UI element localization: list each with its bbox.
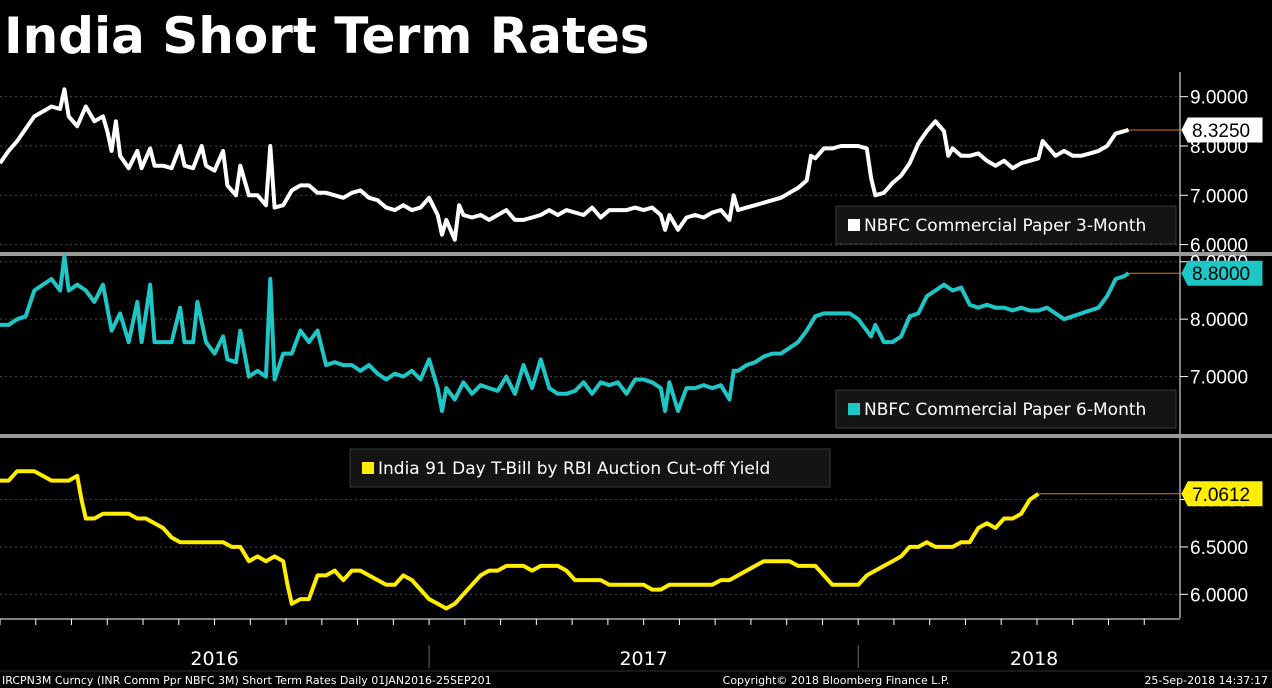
series-line xyxy=(0,469,1040,611)
legend-swatch xyxy=(848,219,860,231)
legend-swatch xyxy=(848,403,860,415)
legend-label: NBFC Commercial Paper 3-Month xyxy=(864,216,1146,236)
legend-label: NBFC Commercial Paper 6-Month xyxy=(864,400,1146,420)
last-value-badge xyxy=(1181,117,1263,143)
series-line xyxy=(0,87,1130,242)
panel-separator xyxy=(0,252,1272,256)
y-tick-label: 9.0000 xyxy=(1190,88,1248,109)
legend-box xyxy=(835,205,1177,245)
last-value-badge xyxy=(1181,260,1263,286)
legend-label: India 91 Day T-Bill by RBI Auction Cut-o… xyxy=(378,459,770,479)
legend-box xyxy=(349,448,831,488)
panel-separator xyxy=(0,434,1272,438)
x-year-label: 2017 xyxy=(619,648,667,670)
y-tick-label: 6.5000 xyxy=(1190,538,1248,559)
x-year-label: 2018 xyxy=(1010,648,1058,670)
legend-box xyxy=(835,389,1177,429)
y-tick-label: 7.0000 xyxy=(1190,368,1248,389)
last-value-label: 8.8000 xyxy=(1192,264,1250,285)
y-tick-label: 6.0000 xyxy=(1190,585,1248,606)
legend-swatch xyxy=(362,462,374,474)
y-tick-label: 8.0000 xyxy=(1190,310,1248,331)
y-tick-label: 6.0000 xyxy=(1190,236,1248,257)
y-tick-label: 7.0000 xyxy=(1190,186,1248,207)
footer-left: IRCPN3M Curncy (INR Comm Ppr NBFC 3M) Sh… xyxy=(2,674,492,687)
chart-title: India Short Term Rates xyxy=(4,7,650,65)
last-value-label: 7.0612 xyxy=(1192,485,1250,506)
series-line xyxy=(0,254,1130,413)
footer-center: Copyright© 2018 Bloomberg Finance L.P. xyxy=(723,674,950,687)
footer-right: 25-Sep-2018 14:37:17 xyxy=(1144,674,1268,687)
x-year-label: 2016 xyxy=(190,648,238,670)
last-value-label: 8.3250 xyxy=(1192,121,1250,142)
last-value-badge xyxy=(1181,481,1263,507)
